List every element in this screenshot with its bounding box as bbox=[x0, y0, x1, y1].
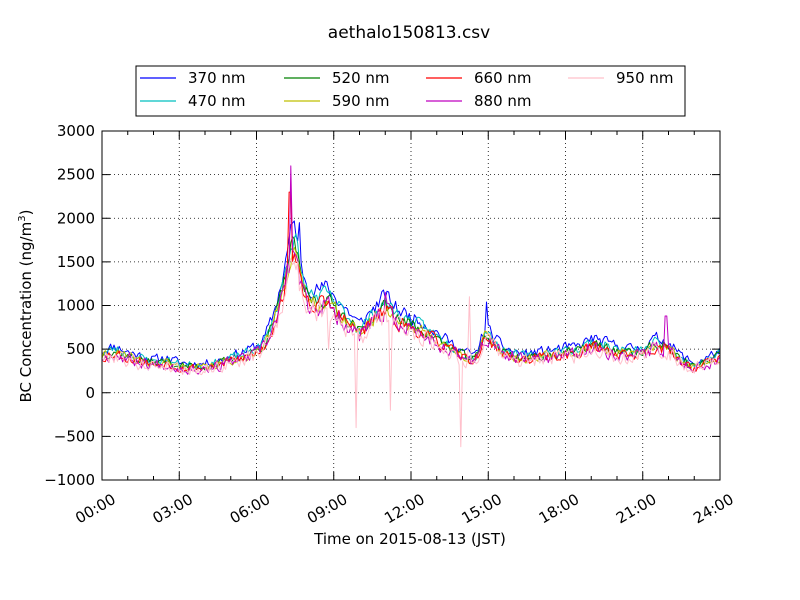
y-tick-label: −1000 bbox=[44, 471, 95, 489]
series-line-370-nm bbox=[101, 220, 721, 369]
legend-label: 660 nm bbox=[474, 69, 532, 87]
y-tick-label: 1000 bbox=[57, 297, 95, 315]
legend-label: 370 nm bbox=[188, 69, 246, 87]
y-tick-label: 500 bbox=[66, 340, 95, 358]
y-tick-labels: −1000 −500 0 500 1000 1500 2000 2500 3000 bbox=[44, 122, 95, 489]
axis-ticks bbox=[101, 130, 721, 481]
y-tick-label: 2000 bbox=[57, 209, 95, 227]
legend-label: 950 nm bbox=[616, 69, 674, 87]
series-line-520-nm bbox=[101, 236, 721, 371]
x-axis-label: Time on 2015-08-13 (JST) bbox=[313, 530, 506, 548]
legend-label: 590 nm bbox=[332, 92, 390, 110]
x-tick-label: 21:00 bbox=[613, 490, 659, 527]
legend-label: 880 nm bbox=[474, 92, 532, 110]
x-tick-label: 09:00 bbox=[304, 490, 350, 527]
y-axis-label-main: BC Concentration (ng/m bbox=[17, 222, 35, 403]
x-tick-label: 03:00 bbox=[150, 490, 196, 527]
y-tick-label: 3000 bbox=[57, 122, 95, 140]
legend-label: 470 nm bbox=[188, 92, 246, 110]
x-tick-label: 06:00 bbox=[227, 490, 273, 527]
x-tick-label: 15:00 bbox=[459, 490, 505, 527]
series-line-950-nm bbox=[101, 258, 721, 448]
y-axis-label-end: ) bbox=[17, 210, 35, 216]
x-tick-label: 12:00 bbox=[381, 490, 427, 527]
y-tick-label: 1500 bbox=[57, 253, 95, 271]
y-tick-label: −500 bbox=[54, 427, 95, 445]
gridlines bbox=[102, 131, 720, 480]
x-tick-label: 18:00 bbox=[536, 490, 582, 527]
legend-box bbox=[135, 65, 686, 117]
x-tick-label: 24:00 bbox=[690, 490, 736, 527]
series-line-590-nm bbox=[101, 247, 720, 373]
y-tick-label: 0 bbox=[85, 384, 95, 402]
y-axis-label-superscript: 3 bbox=[17, 215, 28, 221]
x-tick-labels: 00:00 03:00 06:00 09:00 12:00 15:00 18:00 21:00… bbox=[72, 490, 736, 527]
series-lines bbox=[101, 165, 721, 448]
chart-title: aethalo150813.csv bbox=[328, 23, 490, 43]
x-tick-label: 00:00 bbox=[72, 490, 118, 527]
y-axis-label: BC Concentration (ng/m3) bbox=[17, 210, 35, 403]
legend: 370 nm 470 nm 520 nm 590 nm 660 nm 880 nm 950 … bbox=[135, 65, 686, 117]
y-tick-label: 2500 bbox=[57, 166, 95, 184]
legend-label: 520 nm bbox=[332, 69, 390, 87]
